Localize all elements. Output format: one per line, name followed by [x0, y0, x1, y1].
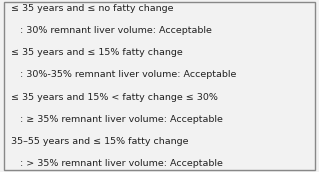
Text: ≤ 35 years and ≤ no fatty change: ≤ 35 years and ≤ no fatty change — [11, 4, 174, 13]
Text: : 30%-35% remnant liver volume: Acceptable: : 30%-35% remnant liver volume: Acceptab… — [11, 71, 237, 79]
Text: : > 35% remnant liver volume: Acceptable: : > 35% remnant liver volume: Acceptable — [11, 159, 223, 168]
Text: : ≥ 35% remnant liver volume: Acceptable: : ≥ 35% remnant liver volume: Acceptable — [11, 115, 223, 124]
Text: ≤ 35 years and 15% < fatty change ≤ 30%: ≤ 35 years and 15% < fatty change ≤ 30% — [11, 93, 218, 101]
Text: ≤ 35 years and ≤ 15% fatty change: ≤ 35 years and ≤ 15% fatty change — [11, 48, 183, 57]
FancyBboxPatch shape — [4, 2, 315, 170]
Text: : 30% remnant liver volume: Acceptable: : 30% remnant liver volume: Acceptable — [11, 26, 212, 35]
Text: 35–55 years and ≤ 15% fatty change: 35–55 years and ≤ 15% fatty change — [11, 137, 189, 146]
